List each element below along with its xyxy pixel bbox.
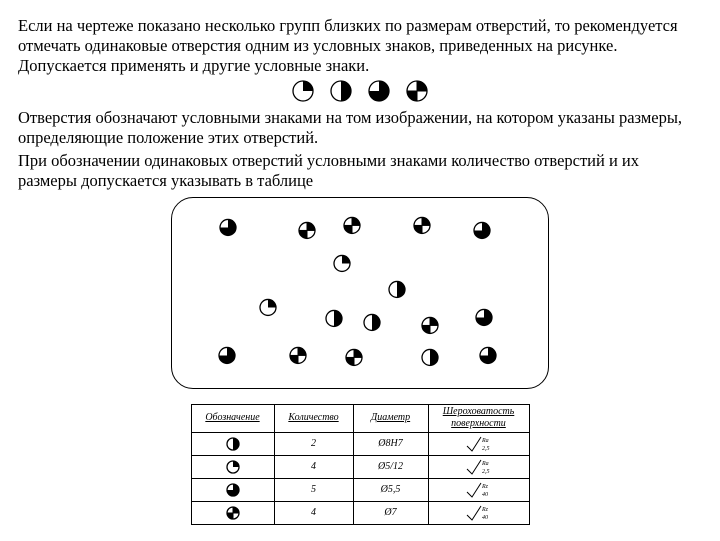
holes-table: Обозначение Количество Диаметр Шероховат… [191, 404, 530, 524]
cell-dia: Ø5/12 [353, 455, 428, 478]
hole-marker-check [421, 317, 439, 340]
cell-roughness: Rz 40 [428, 501, 529, 524]
hole-marker-half [421, 349, 439, 372]
cell-roughness: Ra 2,5 [428, 455, 529, 478]
cell-qty: 4 [274, 455, 353, 478]
half-symbol-icon [322, 79, 360, 98]
svg-text:Rz: Rz [481, 507, 489, 513]
cell-qty: 5 [274, 478, 353, 501]
cell-dia: Ø8Н7 [353, 432, 428, 455]
q1-symbol-icon [284, 79, 322, 98]
cell-dia: Ø5,5 [353, 478, 428, 501]
hole-marker-q3 [479, 347, 497, 370]
hole-marker-check [289, 347, 307, 370]
paragraph-1: Если на чертеже показано несколько групп… [18, 16, 702, 76]
cell-symbol [191, 455, 274, 478]
hole-marker-q3 [219, 219, 237, 242]
hole-marker-q3 [475, 309, 493, 332]
table-row: 4Ø5/12 Ra 2,5 [191, 455, 529, 478]
q3-symbol-icon [360, 79, 398, 98]
hole-marker-q1 [333, 255, 351, 278]
hole-marker-half [363, 314, 381, 337]
cell-symbol [191, 432, 274, 455]
hole-marker-q1 [259, 299, 277, 322]
th-dia: Диаметр [353, 405, 428, 432]
th-qty: Количество [274, 405, 353, 432]
th-rough: Шероховатость поверхности [428, 405, 529, 432]
cell-roughness: Rz 40 [428, 478, 529, 501]
table-row: 4Ø7 Rz 40 [191, 501, 529, 524]
svg-text:Ra: Ra [481, 438, 489, 444]
svg-text:Rz: Rz [481, 484, 489, 490]
hole-marker-check [413, 217, 431, 240]
hole-marker-q3 [473, 222, 491, 245]
svg-text:40: 40 [482, 491, 488, 498]
svg-text:40: 40 [482, 514, 488, 521]
cell-symbol [191, 478, 274, 501]
cell-dia: Ø7 [353, 501, 428, 524]
hole-marker-check [345, 349, 363, 372]
table-body: 2Ø8Н7 Ra 2,5 4Ø5/12 Ra 2,5 5Ø5,5 Rz 40 4… [191, 432, 529, 524]
reference-symbols-row [18, 79, 702, 101]
hole-marker-check [298, 222, 316, 245]
plate-figure [18, 197, 702, 394]
cell-qty: 4 [274, 501, 353, 524]
table-row: 5Ø5,5 Rz 40 [191, 478, 529, 501]
hole-marker-q3 [218, 347, 236, 370]
plate-outline [171, 197, 549, 389]
hole-marker-half [388, 281, 406, 304]
th-symbol: Обозначение [191, 405, 274, 432]
hole-marker-check [343, 217, 361, 240]
paragraph-3: При обозначении одинаковых отверстий усл… [18, 151, 702, 191]
svg-text:2,5: 2,5 [482, 469, 490, 475]
table-wrap: Обозначение Количество Диаметр Шероховат… [18, 404, 702, 524]
cell-roughness: Ra 2,5 [428, 432, 529, 455]
cell-symbol [191, 501, 274, 524]
table-row: 2Ø8Н7 Ra 2,5 [191, 432, 529, 455]
svg-text:Ra: Ra [481, 461, 489, 467]
check-symbol-icon [398, 79, 436, 98]
hole-marker-half [325, 310, 343, 333]
svg-text:2,5: 2,5 [482, 446, 490, 452]
paragraph-2: Отверстия обозначают условными знаками н… [18, 108, 702, 148]
cell-qty: 2 [274, 432, 353, 455]
